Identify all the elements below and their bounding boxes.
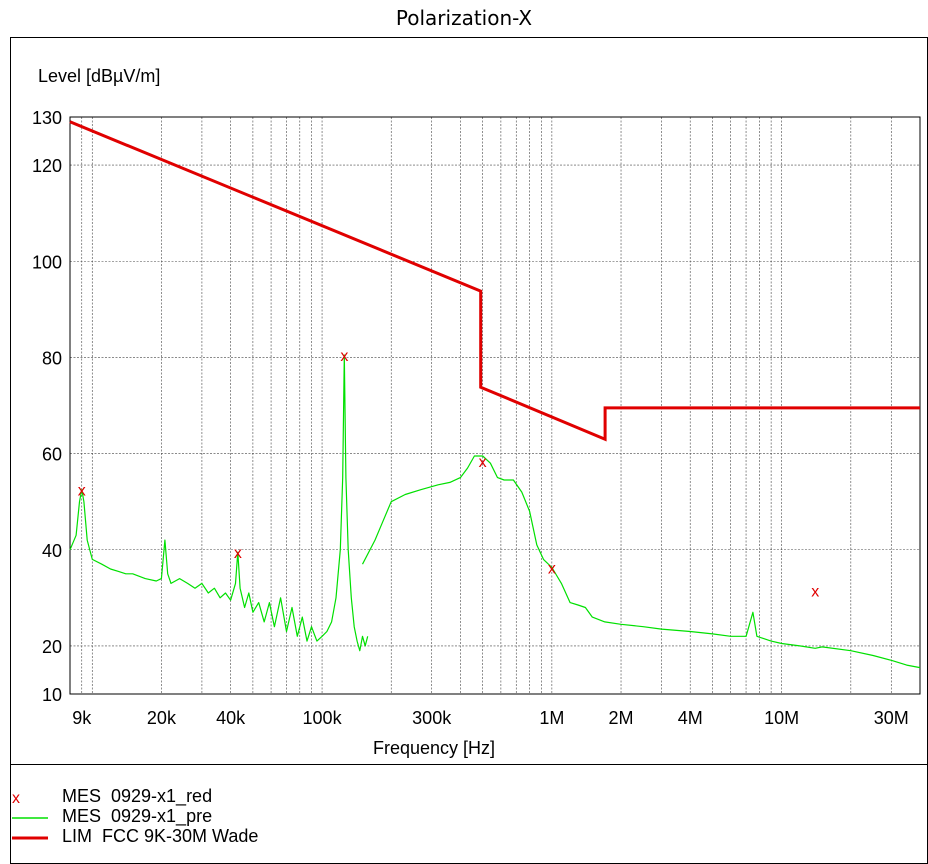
y-tick-label: 130 <box>32 108 62 128</box>
grid-layer <box>70 117 920 694</box>
x-tick-label: 300k <box>412 708 452 728</box>
x-tick-label: 9k <box>72 708 92 728</box>
green-line-icon <box>12 817 48 819</box>
series-line-0929-x1-pre <box>69 354 369 652</box>
red-line-icon <box>12 836 48 840</box>
legend-label: MES 0929-x1_pre <box>62 806 213 826</box>
y-tick-label: 80 <box>42 348 62 368</box>
svg-text:x: x <box>12 790 20 806</box>
chart-title: Polarization-X <box>395 6 533 30</box>
y-tick-label: 60 <box>42 445 62 465</box>
data-point-marker: x <box>479 454 487 471</box>
series-line-fcc-limit <box>69 120 920 442</box>
legend-label: LIM FCC 9K-30M Wade <box>62 826 259 846</box>
data-point-marker: x <box>548 561 556 578</box>
data-layer: x x x x x x <box>69 120 921 669</box>
plot-area <box>69 116 921 695</box>
legend-label: MES 0929-x1_red <box>62 786 213 806</box>
y-tick-label: 40 <box>42 541 62 561</box>
data-point-marker: x <box>811 584 819 601</box>
x-axis-label: Frequency [Hz] <box>373 738 495 758</box>
series-line-0929-x1-pre <box>361 455 921 669</box>
data-point-marker: x <box>234 545 242 562</box>
x-marker-icon: x <box>12 790 20 806</box>
data-point-marker: x <box>78 483 86 500</box>
x-tick-label: 30M <box>874 708 909 728</box>
x-tick-label: 20k <box>147 708 177 728</box>
x-tick-label: 100k <box>303 708 343 728</box>
y-tick-label: 120 <box>32 156 62 176</box>
y-tick-label: 100 <box>32 252 62 272</box>
x-tick-label: 4M <box>678 708 703 728</box>
y-axis-label: Level [dBµV/m] <box>38 66 160 86</box>
x-tick-label: 10M <box>764 708 799 728</box>
tick-layer: 10 20 40 60 80 100 120 130 9k 20k 40k 100k 300k 1M 2M 4… <box>32 108 909 728</box>
x-tick-label: 1M <box>539 708 564 728</box>
y-tick-label: 20 <box>42 637 62 657</box>
legend-separator <box>10 764 928 765</box>
x-tick-label: 40k <box>216 708 246 728</box>
y-tick-label: 10 <box>42 685 62 705</box>
x-tick-label: 2M <box>609 708 634 728</box>
data-point-marker: x <box>340 348 348 365</box>
